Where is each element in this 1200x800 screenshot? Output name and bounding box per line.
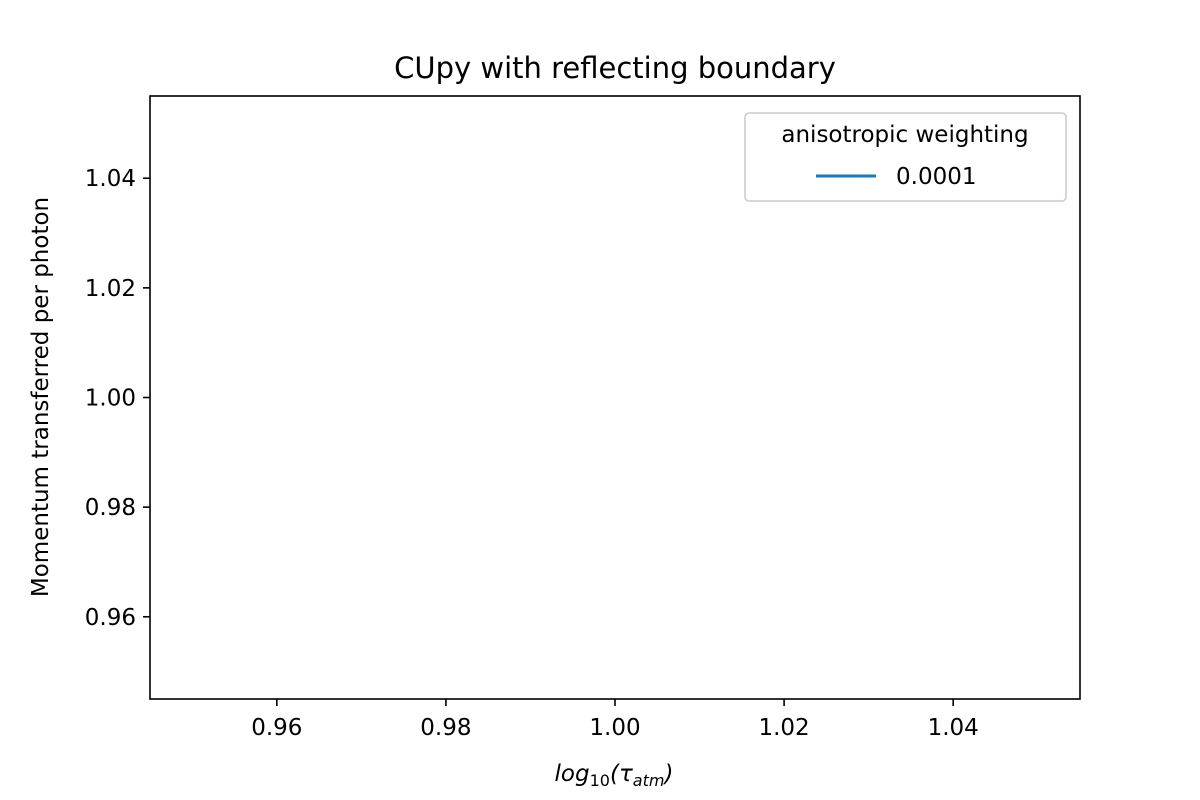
x-axis-label-base: log	[555, 761, 590, 787]
x-tick-label: 1.04	[928, 715, 979, 741]
x-tick-label: 1.00	[589, 715, 640, 741]
y-tick-label: 0.98	[85, 495, 136, 521]
y-axis-ticks: 0.96 0.98 1.00 1.02 1.04	[85, 166, 150, 631]
x-tick-label: 1.02	[758, 715, 809, 741]
x-tick-label: 0.98	[420, 715, 471, 741]
x-axis-label-close: )	[662, 761, 673, 787]
legend-box	[744, 112, 1067, 202]
legend: anisotropic weighting 0.0001	[744, 112, 1067, 202]
x-axis-label-open: (τ	[610, 761, 633, 787]
chart-title: CUpy with reflecting boundary	[394, 51, 836, 85]
legend-label-0: 0.0001	[896, 164, 976, 190]
x-axis-ticks: 0.96 0.98 1.00 1.02 1.04	[251, 699, 979, 741]
x-axis-label-base-sub: 10	[590, 771, 610, 790]
legend-title: anisotropic weighting	[781, 122, 1028, 148]
y-tick-label: 0.96	[85, 605, 136, 631]
x-axis-label-var-sub: atm	[633, 771, 665, 790]
y-tick-label: 1.04	[85, 166, 136, 192]
y-tick-label: 1.00	[85, 386, 136, 412]
x-tick-label: 0.96	[251, 715, 302, 741]
x-axis-label: log10(τatm)	[555, 761, 674, 790]
y-axis-label: Momentum transferred per photon	[28, 197, 54, 597]
y-tick-label: 1.02	[85, 276, 136, 302]
